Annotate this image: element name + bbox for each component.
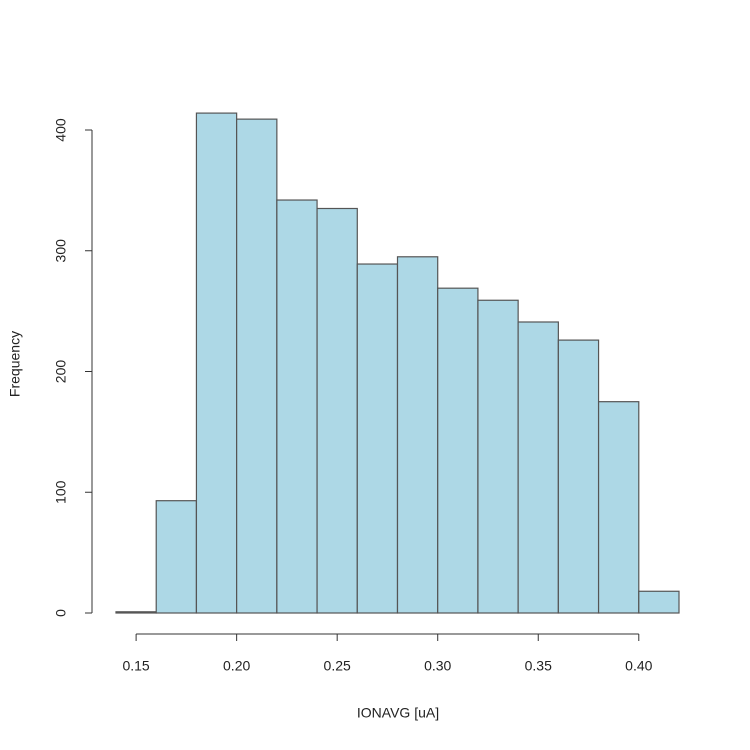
x-tick-label: 0.20 bbox=[223, 658, 250, 674]
bar bbox=[638, 590, 680, 614]
y-axis-label: Frequency bbox=[7, 331, 23, 397]
bar bbox=[356, 263, 399, 614]
x-axis-label: IONAVG [uA] bbox=[357, 705, 439, 721]
bar bbox=[517, 321, 559, 614]
bar bbox=[477, 299, 519, 614]
bar bbox=[276, 199, 318, 614]
bar bbox=[396, 256, 439, 614]
x-tick-label: 0.35 bbox=[525, 658, 552, 674]
y-tick-label: 100 bbox=[53, 480, 69, 504]
x-tick-label: 0.30 bbox=[424, 658, 451, 674]
x-tick-label: 0.15 bbox=[122, 658, 149, 674]
x-tick-label: 0.40 bbox=[625, 658, 652, 674]
bar bbox=[155, 500, 198, 614]
bar bbox=[557, 339, 600, 614]
bar bbox=[236, 118, 278, 614]
bar bbox=[437, 287, 479, 614]
bar bbox=[195, 112, 238, 614]
bar bbox=[115, 611, 157, 614]
y-tick-label: 400 bbox=[53, 118, 69, 142]
bar bbox=[597, 401, 640, 614]
y-tick-label: 0 bbox=[53, 609, 69, 617]
y-tick-label: 200 bbox=[53, 360, 69, 384]
x-tick-label: 0.25 bbox=[324, 658, 351, 674]
bar bbox=[316, 207, 358, 614]
y-tick-label: 300 bbox=[53, 239, 69, 263]
